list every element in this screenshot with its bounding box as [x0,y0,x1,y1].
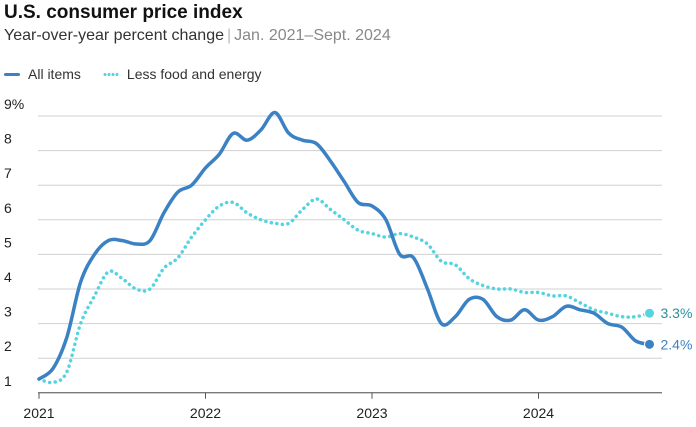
subtitle-text: Year-over-year percent change [4,27,224,44]
y-tick-label-3: 3 [4,304,12,320]
x-tick-label-2024: 2024 [523,405,554,421]
end-label-all-items: 2.4% [661,336,693,352]
y-tick-label-4: 4 [4,269,12,285]
subtitle-date-range: Jan. 2021–Sept. 2024 [234,27,391,44]
x-tick-label-2023: 2023 [356,405,387,421]
y-tick-label-6: 6 [4,200,12,216]
legend-label-core: Less food and energy [126,66,262,82]
end-marker-core [644,307,655,319]
y-tick-label-1: 1 [4,373,12,389]
subtitle-separator: | [226,27,232,44]
x-tick-label-2021: 2021 [23,405,54,421]
chart-legend: All items Less food and energy [4,66,284,82]
series-line-core [37,197,652,385]
legend-item-all-items: All items [4,66,81,82]
x-tick-label-2022: 2022 [190,405,221,421]
legend-item-core: Less food and energy [102,66,262,82]
series-line-all-items [37,110,652,381]
y-tick-label-9: 9% [4,96,24,112]
chart-title: U.S. consumer price index [4,2,243,23]
y-tick-label-2: 2 [4,338,12,354]
y-tick-label-7: 7 [4,165,12,181]
end-label-core: 3.3% [661,305,693,321]
end-marker-all-items [644,338,655,350]
legend-label-all-items: All items [28,66,81,82]
chart-subtitle: Year-over-year percent change | Jan. 2021–… [4,26,391,46]
legend-swatch-dotted [102,72,119,76]
legend-swatch-solid [4,72,20,76]
y-tick-label-8: 8 [4,131,12,147]
y-tick-label-5: 5 [4,234,12,250]
